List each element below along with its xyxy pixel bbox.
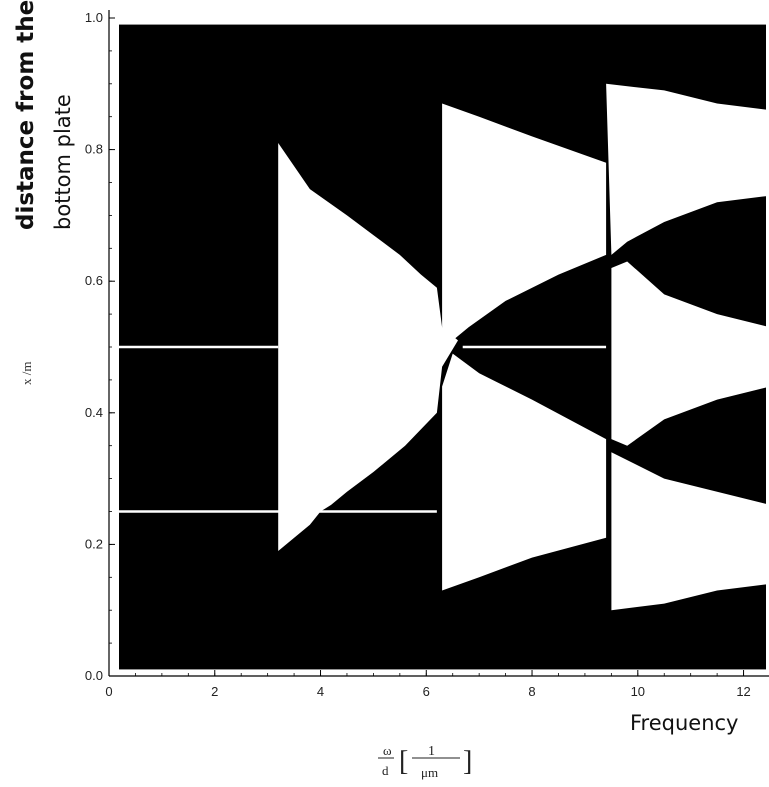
- y-annotation-line1: distance from the: [13, 0, 39, 230]
- region-lobe-3c: [611, 452, 769, 611]
- x-tick-label: 6: [423, 684, 430, 699]
- region-lobe-3a: [606, 83, 769, 255]
- region-lobe-3b: [611, 261, 769, 446]
- y-tick-label: 0.0: [85, 668, 103, 683]
- region-lobe-1: [278, 143, 458, 551]
- x-tick-label: 0: [105, 684, 112, 699]
- axes: 0.0 0.2 0.4 0.6 0.8 1.0 0 2 4 6 8 10 12: [85, 10, 769, 699]
- x-label-frac-num: 1: [428, 744, 435, 759]
- y-tick-label: 0.6: [85, 273, 103, 288]
- y-tick-label: 1.0: [85, 10, 103, 25]
- y-tick-label: 0.2: [85, 536, 103, 551]
- region-lobe-2b: [442, 353, 607, 591]
- x-tick-label: 4: [317, 684, 324, 699]
- region-lobe-2a: [442, 103, 607, 341]
- x-label-bracket-right: ]: [463, 746, 472, 777]
- plot-area: [119, 24, 769, 670]
- y-tick-label: 0.8: [85, 142, 103, 157]
- x-tick-label: 12: [736, 684, 750, 699]
- y-annotation-line2: bottom plate: [51, 94, 75, 230]
- x-label-denominator: d: [382, 763, 389, 778]
- y-tick-label: 0.4: [85, 405, 103, 420]
- x-label-bracket-left: [: [399, 746, 408, 777]
- x-annotation: Frequency: [630, 711, 739, 735]
- x-tick-label: 2: [211, 684, 218, 699]
- x-label-numerator: ω: [383, 743, 392, 758]
- x-axis-label: ω d [ 1 μm ]: [378, 743, 472, 780]
- x-tick-label: 8: [528, 684, 535, 699]
- x-label-frac-den: μm: [421, 765, 438, 780]
- y-axis-label: x /m: [19, 362, 34, 385]
- x-tick-label: 10: [631, 684, 645, 699]
